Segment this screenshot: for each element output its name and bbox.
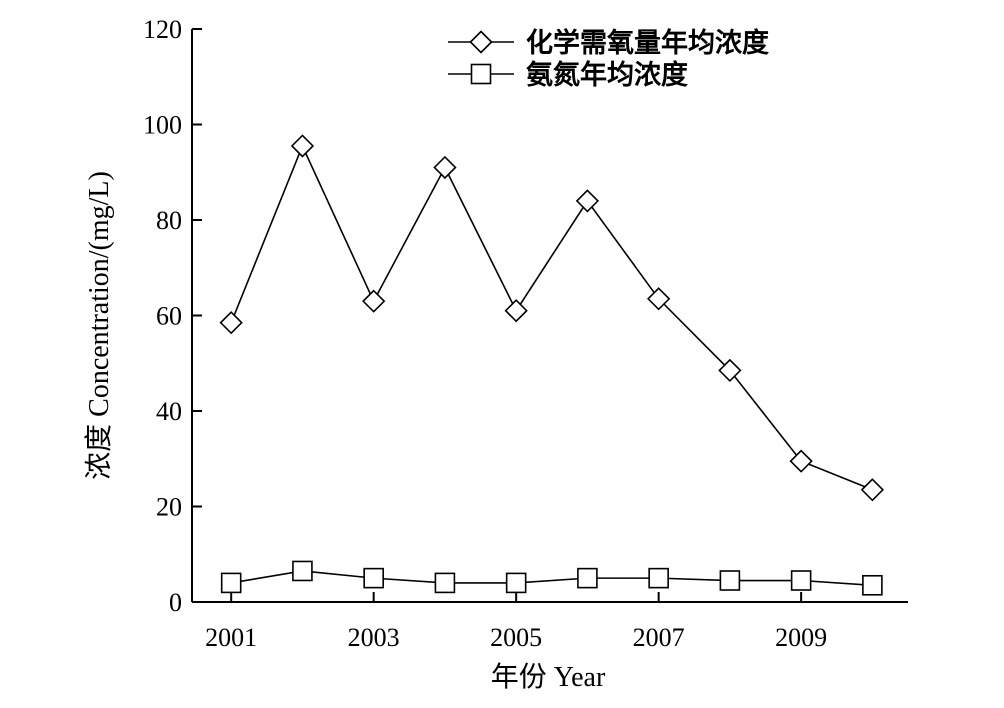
legend-marker-diamond: [469, 30, 493, 54]
y-tick-label: 0: [169, 588, 182, 617]
x-axis-ticks: 2001 2003 2005 2007 2009: [205, 592, 827, 652]
data-point-square: [719, 570, 741, 591]
data-point-diamond: [504, 299, 528, 323]
legend-item-2: 氨氮年均浓度: [448, 59, 688, 91]
series-line: [230, 143, 873, 491]
data-point-diamond: [219, 311, 243, 335]
y-tick-label: 60: [156, 302, 182, 331]
data-point-square: [434, 572, 456, 594]
data-point-square: [648, 567, 669, 589]
y-tick-label: 40: [156, 397, 182, 426]
data-point-diamond: [789, 449, 813, 473]
data-point-square: [505, 572, 527, 594]
legend-marker-square: [470, 63, 492, 85]
data-point-diamond: [860, 478, 885, 502]
data-point-square: [790, 570, 812, 591]
series-2: [220, 560, 883, 596]
x-tick-label: 2005: [490, 623, 542, 652]
data-point-diamond: [362, 289, 386, 313]
x-tick-label: 2001: [205, 623, 257, 652]
data-point-diamond: [290, 134, 315, 158]
x-tick-label: 2009: [775, 623, 827, 652]
data-point-square: [363, 567, 384, 589]
data-point-square: [862, 574, 883, 596]
y-tick-label: 20: [156, 493, 182, 522]
data-point-square: [220, 572, 242, 594]
axes: [191, 29, 908, 603]
x-axis-title: 年份 Year: [491, 661, 606, 693]
y-tick-label: 80: [156, 206, 182, 235]
data-point-diamond: [433, 155, 457, 180]
legend-item-1: 化学需氧量年均浓度: [448, 27, 769, 59]
y-tick-label: 120: [143, 15, 182, 44]
y-axis-ticks: 0 20 40 60 80 100 120: [143, 15, 202, 617]
series-layer: [219, 134, 885, 596]
y-axis-title: 浓度 Concentration/(mg/L): [83, 171, 115, 480]
data-point-square: [292, 560, 313, 582]
legend-label: 化学需氧量年均浓度: [526, 27, 769, 59]
x-tick-label: 2003: [348, 623, 400, 652]
data-point-diamond: [575, 189, 600, 213]
legend-label: 氨氮年均浓度: [526, 59, 688, 91]
series-1: [219, 134, 885, 502]
x-tick-label: 2007: [633, 623, 685, 652]
data-point-diamond: [647, 287, 671, 311]
data-point-square: [577, 567, 598, 589]
y-tick-label: 100: [143, 111, 182, 140]
data-point-diamond: [718, 358, 742, 383]
series-line: [231, 570, 873, 587]
